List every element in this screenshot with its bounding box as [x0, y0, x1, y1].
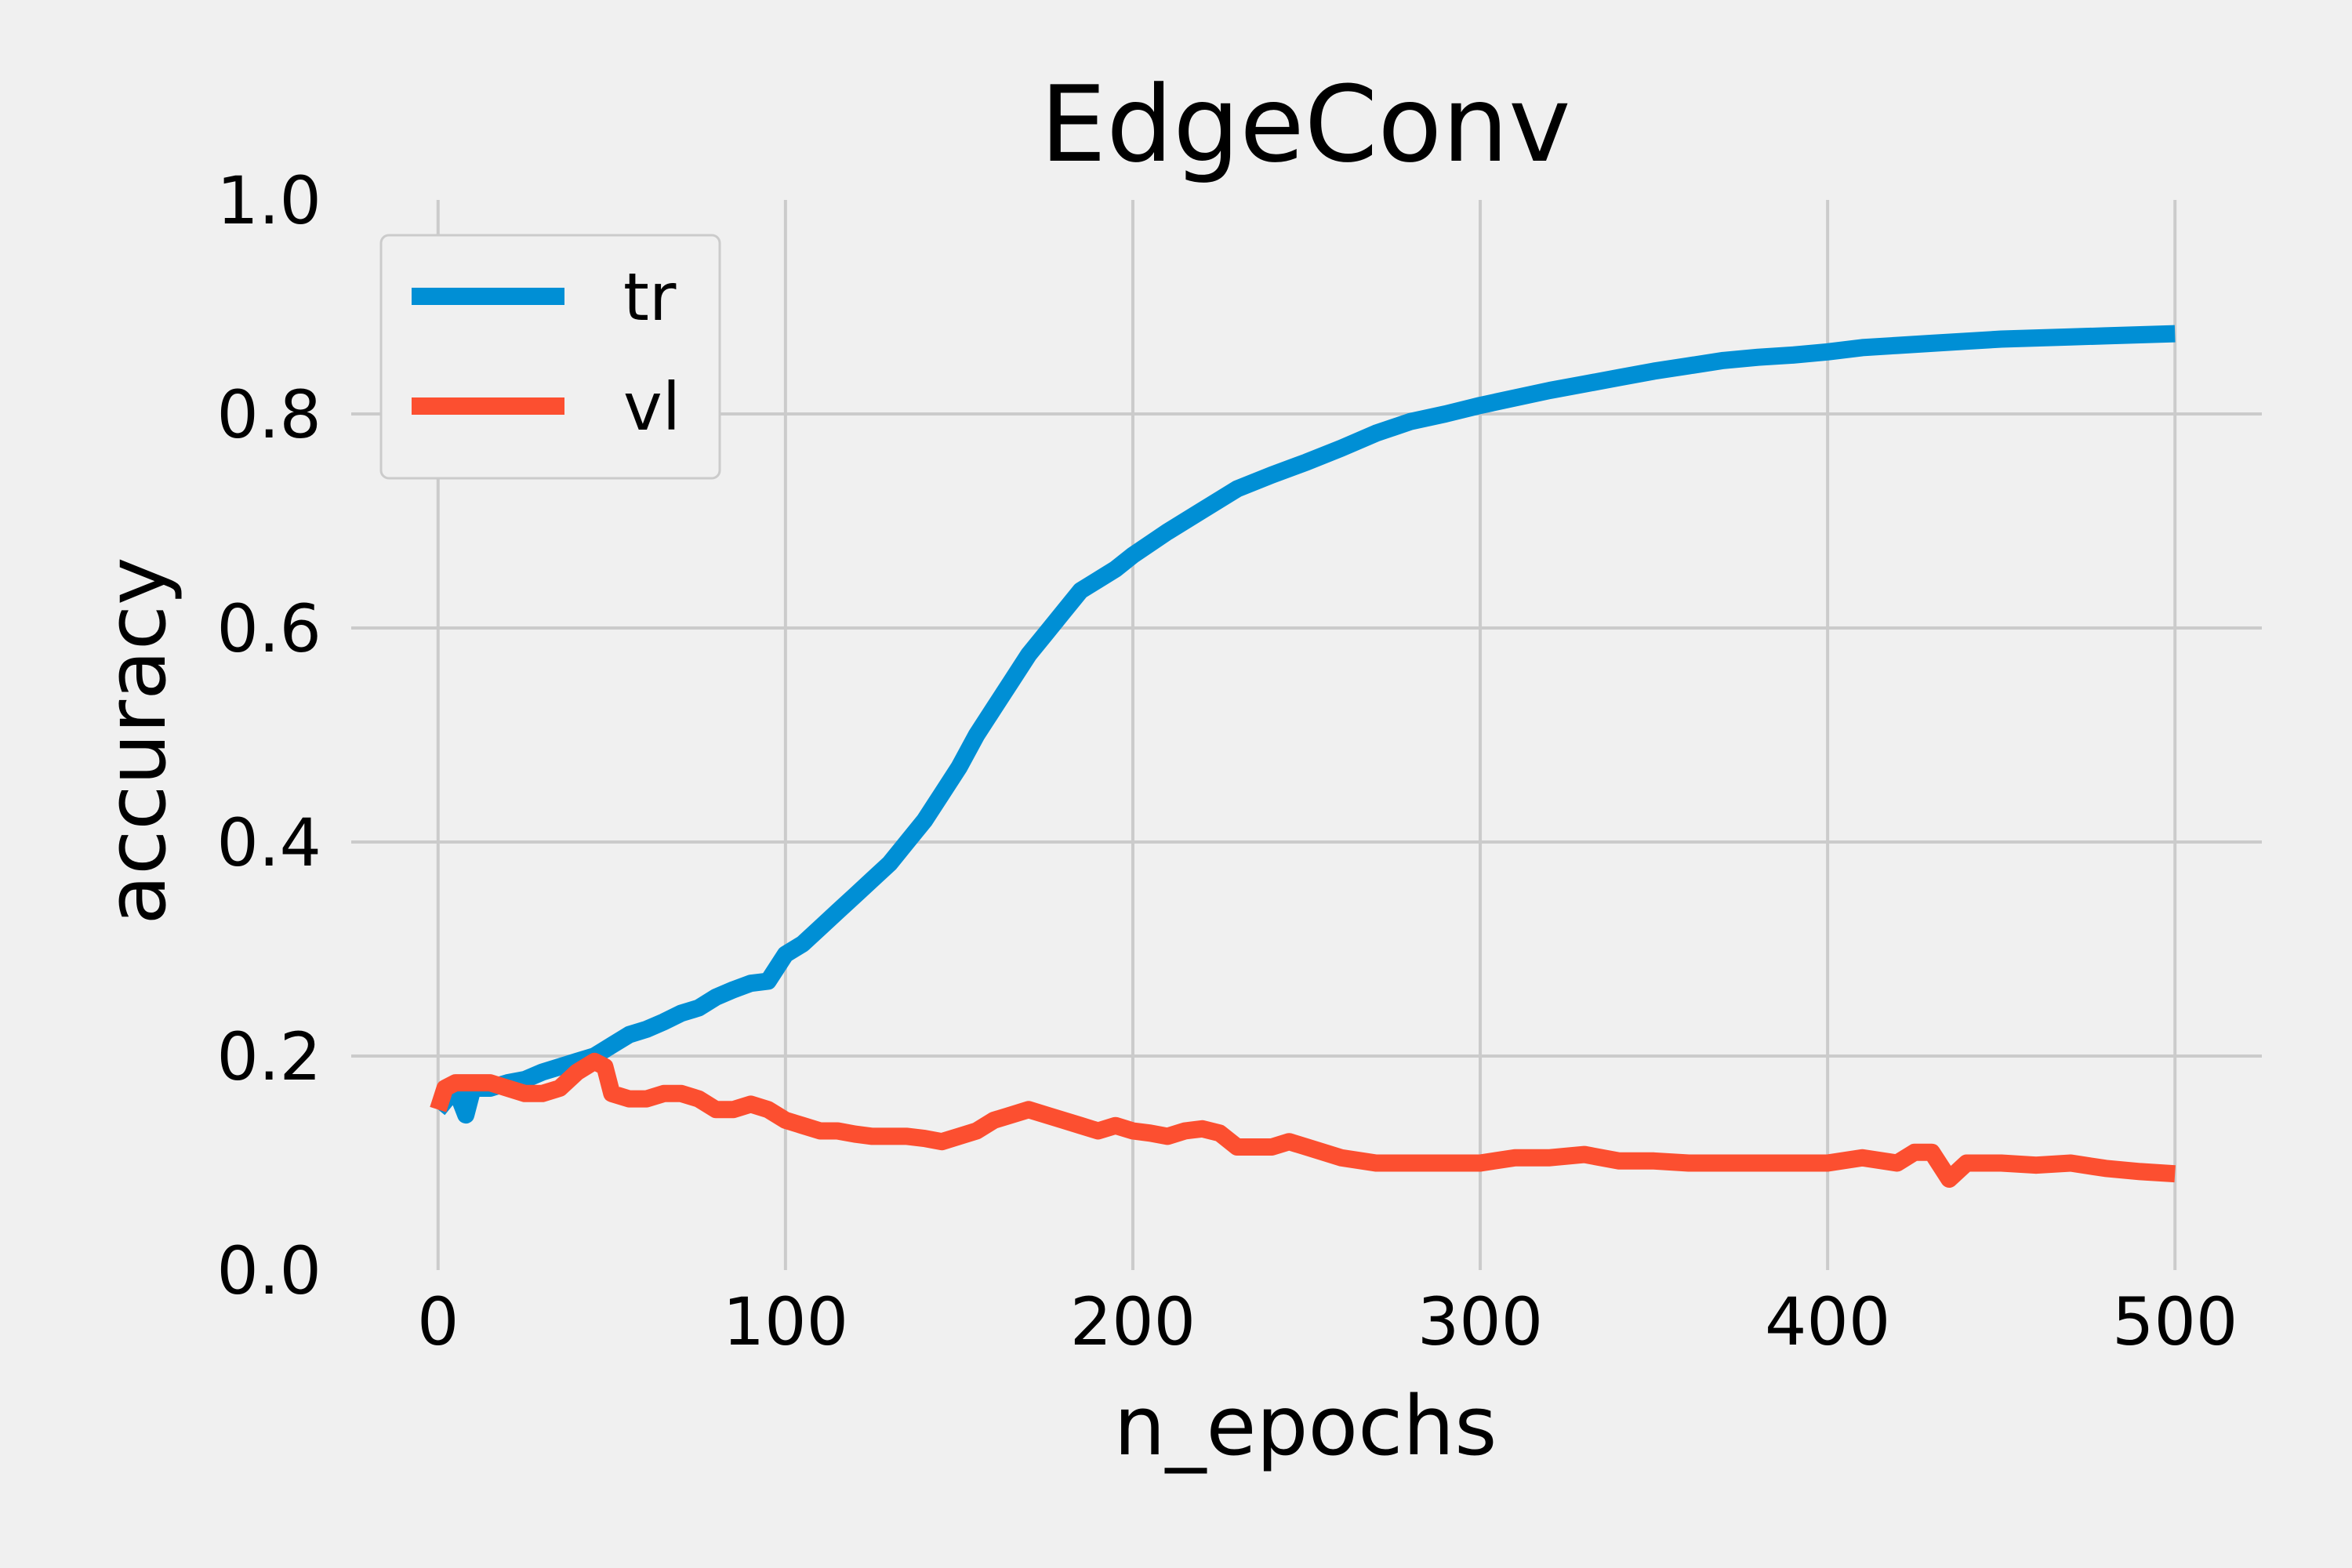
x-axis-label: n_epochs [1114, 1378, 1497, 1474]
y-tick-label: 0.6 [216, 590, 321, 667]
y-tick-label: 1.0 [216, 162, 321, 239]
chart-title: EdgeConv [1040, 64, 1570, 186]
legend-label-vl: vl [623, 368, 681, 445]
x-tick-label: 0 [417, 1283, 459, 1360]
y-axis-label: accuracy [89, 557, 184, 924]
x-tick-label: 400 [1765, 1283, 1890, 1360]
y-tick-label: 0.4 [216, 804, 321, 881]
legend-label-tr: tr [623, 259, 677, 336]
y-tick-label: 0.2 [216, 1018, 321, 1095]
series-layer [430, 325, 2176, 1188]
x-tick-label: 300 [1417, 1283, 1543, 1360]
x-tick-label: 100 [723, 1283, 848, 1360]
tick-labels: 0 100 200 300 400 500 0.0 0.2 0.4 0.6 0.8 1.0 [216, 162, 2238, 1360]
y-tick-label: 0.8 [216, 376, 321, 453]
x-tick-label: 200 [1070, 1283, 1196, 1360]
x-tick-label: 500 [2112, 1283, 2238, 1360]
series-line-vl [430, 1052, 2176, 1188]
series-line-tr [431, 325, 2176, 1124]
grid [351, 200, 2262, 1270]
y-tick-label: 0.0 [216, 1232, 321, 1309]
legend: tr vl [379, 234, 721, 480]
